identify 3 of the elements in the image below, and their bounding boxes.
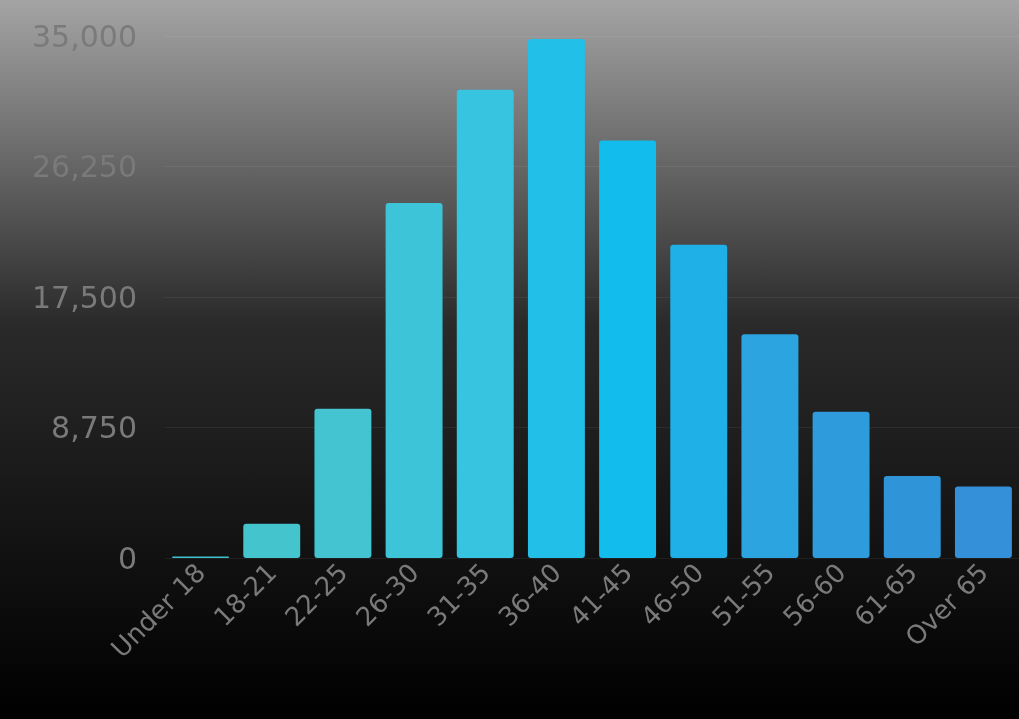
y-tick-label: 8,750 xyxy=(51,410,137,445)
y-tick-label: 0 xyxy=(117,540,137,576)
y-tick-label: 17,500 xyxy=(32,279,137,315)
